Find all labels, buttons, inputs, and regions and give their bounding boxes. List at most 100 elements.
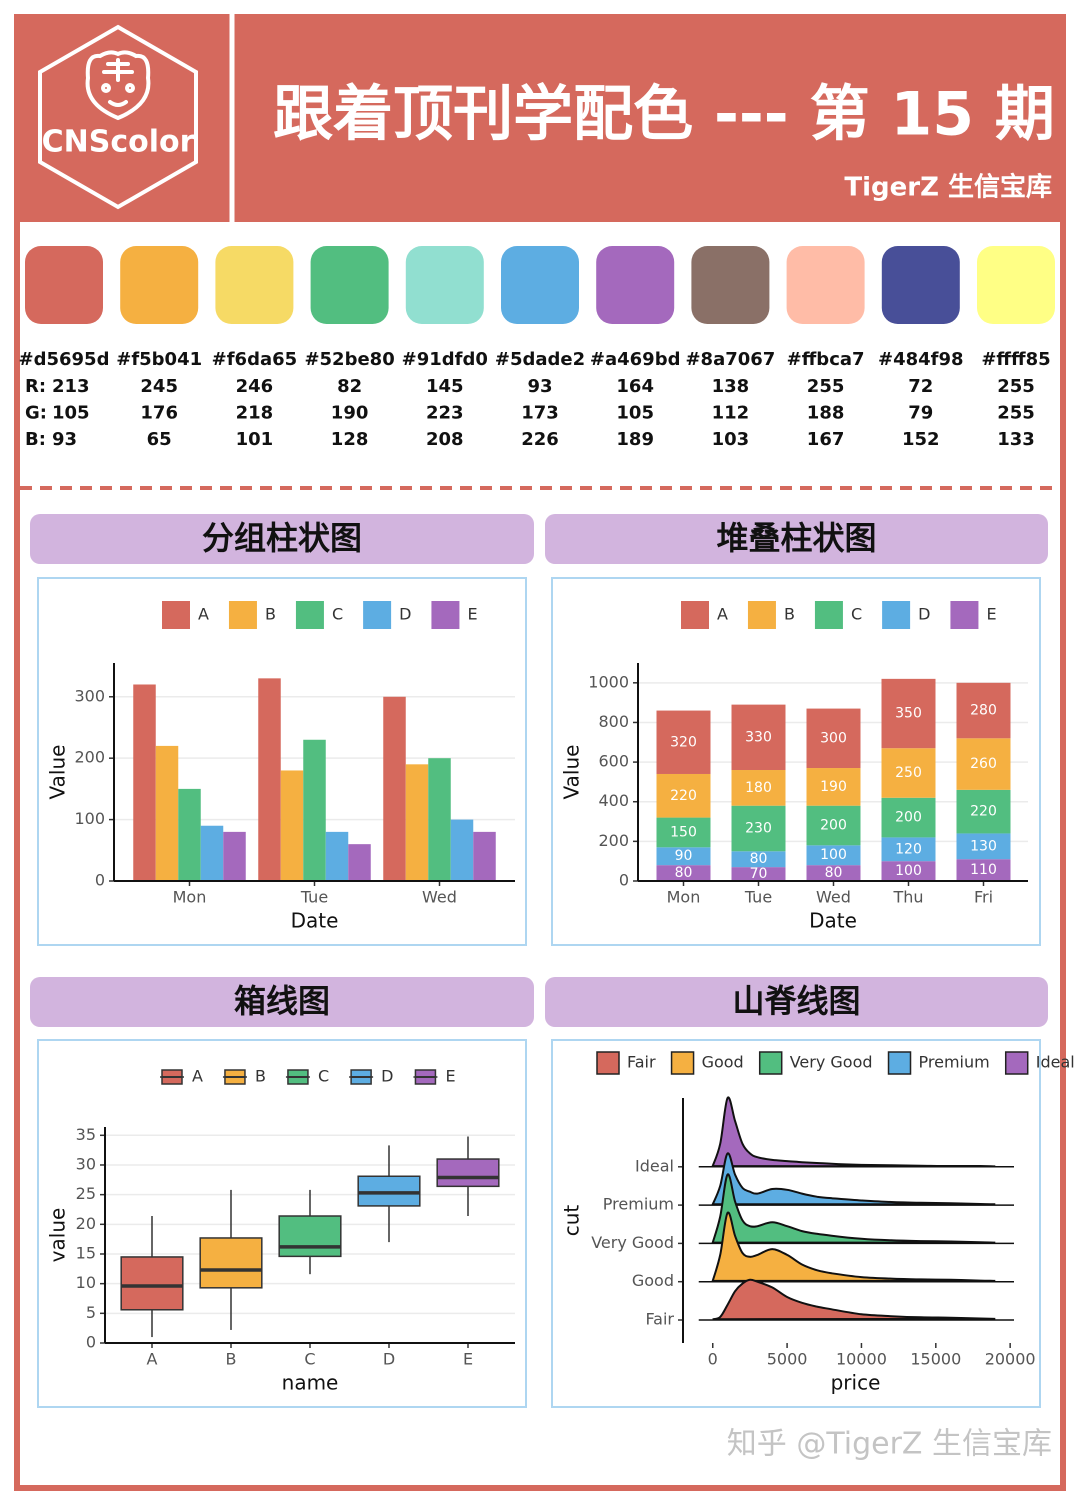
channel-value: 128 [331,429,369,450]
ridge-density [712,1278,996,1321]
x-tick-label: D [383,1350,395,1369]
color-swatch [215,246,294,324]
channel-value: 167 [807,429,845,450]
channel-value: 93 [52,429,77,450]
color-hex: #91dfd0 [402,349,488,370]
box [120,1256,184,1311]
color-swatch [25,246,103,324]
y-tick-label: 5 [86,1303,96,1322]
legend-key [814,601,843,629]
channel-value: 82 [337,376,362,397]
bar-segment [881,678,936,749]
x-tick-label: Tue [300,888,328,907]
ridge-density [711,1152,996,1206]
bar-segment [881,797,936,838]
y-axis-title: value [46,1208,70,1263]
bar-segment [881,748,936,798]
bar-segment [956,859,1011,881]
bar [258,678,281,881]
page-title: 跟着顶刊学配色 --- 第 15 期 [273,80,1055,150]
y-tick-label: 15 [76,1243,96,1262]
channel-value: 176 [140,403,178,424]
panel-title: 分组柱状图 [202,519,362,557]
channel-value: 213 [52,376,90,397]
channel-value: 226 [521,429,559,450]
bar-segment [731,851,786,868]
color-hex: #f6da65 [212,349,298,370]
panel-title-bar [30,514,534,564]
value-label: 300 [820,730,847,746]
legend-key [431,601,460,629]
bar [280,770,304,881]
y-axis-title: Value [560,745,584,800]
value-label: 200 [820,818,847,834]
channel-value: 223 [426,403,464,424]
channel-value: 152 [902,429,940,450]
box [199,1237,263,1289]
bar-segment [956,682,1011,739]
channel-value: 188 [807,403,845,424]
page-subtitle: TigerZ 生信宝库 [844,172,1052,203]
channel-value: 164 [616,376,654,397]
bar-segment [656,865,711,881]
y-tick-label: 400 [598,791,629,810]
color-hex: #a469bd [590,349,681,370]
bar [405,764,429,881]
panel-title-bar [30,977,534,1027]
color-hex: #ffbca7 [787,349,865,370]
value-label: 120 [895,841,922,857]
box [357,1175,421,1207]
channel-label: R: [25,376,46,397]
y-axis-title: cut [560,1205,584,1237]
legend-label: A [717,605,728,624]
legend-label: B [265,605,276,624]
color-hex: #8a7067 [685,349,775,370]
x-tick-label: Mon [173,888,207,907]
color-swatch [786,246,865,324]
value-label: 280 [970,703,997,719]
legend-label: B [784,605,795,624]
channel-value: 173 [521,403,559,424]
channel-value: 72 [908,376,933,397]
bar-segment [881,861,936,881]
chart-frame [551,1039,1041,1408]
color-hex: #484f98 [878,349,964,370]
legend-key [295,601,324,629]
value-label: 80 [750,851,768,867]
legend-label: Premium [919,1053,990,1072]
logo-tiger [85,50,151,121]
color-hex: #d5695d [19,349,110,370]
channel-label: B: [25,429,46,450]
y-tick-label: 30 [76,1154,96,1173]
color-swatch [310,246,389,324]
legend-key [363,601,392,629]
color-swatch [120,246,199,324]
channel-value: 208 [426,429,464,450]
legend-key [681,601,709,629]
value-label: 350 [895,706,922,722]
channel-value: 255 [997,376,1035,397]
color-hex: #f5b041 [116,349,202,370]
legend-label: C [851,605,862,624]
legend-label: Good [702,1053,744,1072]
channel-value: 189 [616,429,654,450]
channel-value: 65 [147,429,172,450]
legend-label: E [467,605,477,624]
bar-segment [731,867,786,881]
value-label: 200 [895,810,922,826]
bar [133,684,156,881]
value-label: 90 [675,848,693,864]
box [436,1158,500,1188]
y-tick-label: 200 [598,831,629,850]
x-tick-label: B [226,1350,237,1369]
value-label: 110 [970,862,997,878]
channel-value: 105 [52,403,90,424]
x-tick-label: E [463,1350,473,1369]
color-hex: #ffff85 [981,349,1050,370]
bar [450,819,474,881]
bar [303,739,326,881]
x-tick-label: 5000 [767,1350,808,1369]
x-tick-label: Tue [744,888,772,907]
legend-key [596,1051,620,1075]
panel-title: 山脊线图 [732,982,860,1020]
